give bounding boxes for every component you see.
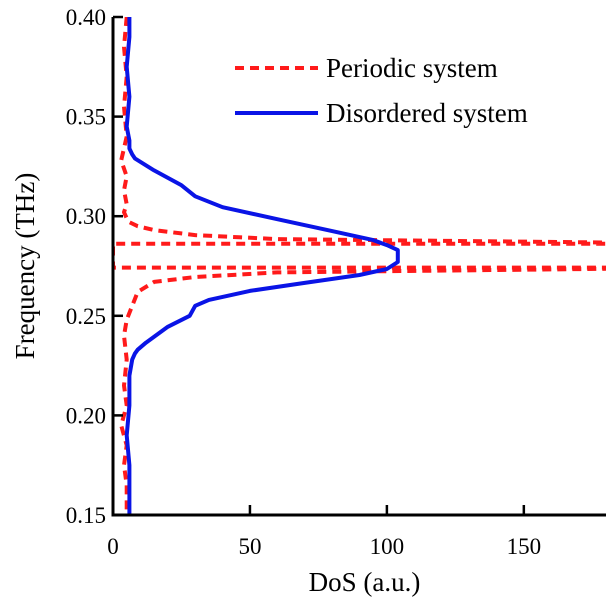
y-axis-title: Frequency (THz) [10,173,40,360]
legend: Periodic system Disordered system [235,53,528,128]
y-tick-label: 0.15 [66,503,106,528]
y-tick-label: 0.40 [66,5,106,30]
x-tick-label: 100 [370,534,405,559]
y-tick-label: 0.30 [66,204,106,229]
legend-label-disordered: Disordered system [326,98,528,128]
y-tick-label: 0.25 [66,304,106,329]
x-tick-label: 0 [107,534,119,559]
x-axis-title: DoS (a.u.) [309,567,421,597]
legend-label-periodic: Periodic system [326,53,498,83]
axes-layer: 0 50 100 150 0.15 0.20 0.25 0.30 0.35 0.40 [66,5,606,559]
y-tick-label: 0.20 [66,403,106,428]
y-tick-label: 0.35 [66,105,106,130]
series-line-disordered [124,17,400,515]
x-tick-label: 50 [238,534,261,559]
series-line-periodic [113,17,606,515]
x-tick-label: 150 [507,534,542,559]
series-layer [113,17,606,515]
